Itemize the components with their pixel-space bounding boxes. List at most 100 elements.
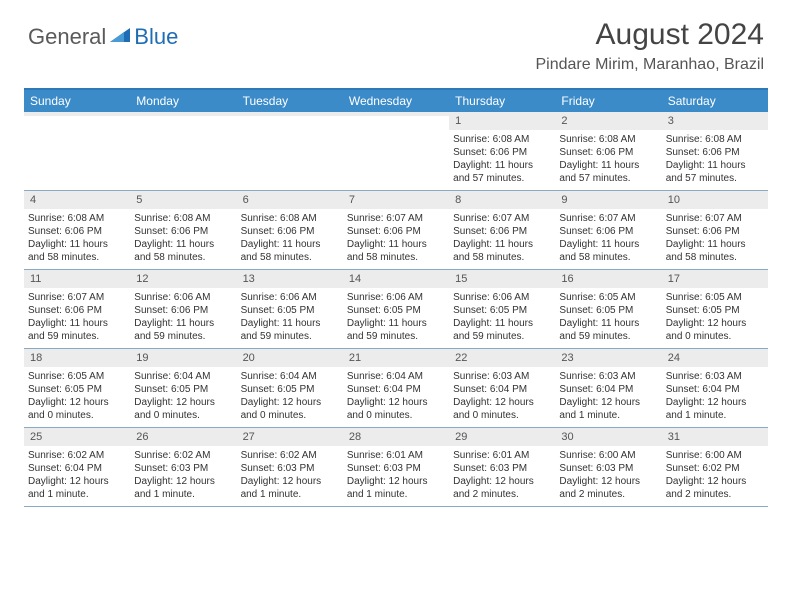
day-cell [24, 112, 130, 190]
sunset-line: Sunset: 6:04 PM [28, 462, 126, 475]
day-number [130, 112, 236, 116]
day-cell: 16Sunrise: 6:05 AMSunset: 6:05 PMDayligh… [555, 270, 661, 348]
sunset-line: Sunset: 6:04 PM [666, 383, 764, 396]
day-number: 5 [130, 191, 236, 209]
daylight-line: and 59 minutes. [347, 330, 445, 343]
daylight-line: and 57 minutes. [559, 172, 657, 185]
day-cell: 31Sunrise: 6:00 AMSunset: 6:02 PMDayligh… [662, 428, 768, 506]
day-cell: 3Sunrise: 6:08 AMSunset: 6:06 PMDaylight… [662, 112, 768, 190]
day-number: 31 [662, 428, 768, 446]
day-number [237, 112, 343, 116]
daylight-line: Daylight: 12 hours [28, 475, 126, 488]
sunset-line: Sunset: 6:06 PM [347, 225, 445, 238]
daylight-line: Daylight: 11 hours [666, 238, 764, 251]
daylight-line: Daylight: 12 hours [347, 396, 445, 409]
sunrise-line: Sunrise: 6:03 AM [666, 370, 764, 383]
day-number: 9 [555, 191, 661, 209]
daylight-line: Daylight: 11 hours [453, 159, 551, 172]
sunrise-line: Sunrise: 6:04 AM [134, 370, 232, 383]
day-cell: 19 Sunrise: 6:04 AMSunset: 6:05 PMDayligh… [130, 349, 236, 427]
day-number: 1 [449, 112, 555, 130]
day-number: 8 [449, 191, 555, 209]
daylight-line: Daylight: 11 hours [134, 317, 232, 330]
daylight-line: Daylight: 11 hours [666, 159, 764, 172]
day-cell: 18Sunrise: 6:05 AMSunset: 6:05 PMDayligh… [24, 349, 130, 427]
day-cell: 1Sunrise: 6:08 AMSunset: 6:06 PMDaylight… [449, 112, 555, 190]
dow-monday: Monday [130, 90, 236, 112]
day-number: 11 [24, 270, 130, 288]
location: Pindare Mirim, Maranhao, Brazil [535, 56, 764, 74]
daylight-line: and 58 minutes. [347, 251, 445, 264]
sunrise-line: Sunrise: 6:08 AM [666, 133, 764, 146]
daylight-line: and 1 minute. [666, 409, 764, 422]
sunset-line: Sunset: 6:03 PM [347, 462, 445, 475]
daylight-line: and 0 minutes. [28, 409, 126, 422]
daylight-line: Daylight: 11 hours [28, 317, 126, 330]
sunset-line: Sunset: 6:04 PM [453, 383, 551, 396]
sunrise-line: Sunrise: 6:08 AM [134, 212, 232, 225]
day-cell: 14Sunrise: 6:06 AMSunset: 6:05 PMDayligh… [343, 270, 449, 348]
logo: General Blue [28, 18, 178, 50]
sunrise-line: Sunrise: 6:08 AM [241, 212, 339, 225]
sunrise-line: Sunrise: 6:05 AM [559, 291, 657, 304]
day-number: 28 [343, 428, 449, 446]
day-cell: 6Sunrise: 6:08 AMSunset: 6:06 PMDaylight… [237, 191, 343, 269]
daylight-line: and 58 minutes. [28, 251, 126, 264]
day-number: 17 [662, 270, 768, 288]
day-cell [343, 112, 449, 190]
sunrise-line: Sunrise: 6:05 AM [28, 370, 126, 383]
sunrise-line: Sunrise: 6:02 AM [28, 449, 126, 462]
day-number: 4 [24, 191, 130, 209]
daylight-line: Daylight: 12 hours [134, 396, 232, 409]
sunset-line: Sunset: 6:06 PM [241, 225, 339, 238]
daylight-line: Daylight: 11 hours [241, 238, 339, 251]
week-row: 1Sunrise: 6:08 AMSunset: 6:06 PMDaylight… [24, 112, 768, 191]
daylight-line: and 59 minutes. [559, 330, 657, 343]
sunset-line: Sunset: 6:05 PM [347, 304, 445, 317]
sunrise-line: Sunrise: 6:06 AM [453, 291, 551, 304]
daylight-line: and 0 minutes. [241, 409, 339, 422]
day-cell: 11Sunrise: 6:07 AMSunset: 6:06 PMDayligh… [24, 270, 130, 348]
title-block: August 2024 Pindare Mirim, Maranhao, Bra… [535, 18, 764, 74]
sunrise-line: Sunrise: 6:02 AM [134, 449, 232, 462]
logo-text-general: General [28, 24, 106, 50]
sunrise-line: Sunrise: 6:07 AM [28, 291, 126, 304]
daylight-line: and 0 minutes. [134, 409, 232, 422]
daylight-line: and 58 minutes. [453, 251, 551, 264]
day-cell: 8Sunrise: 6:07 AMSunset: 6:06 PMDaylight… [449, 191, 555, 269]
daylight-line: Daylight: 12 hours [28, 396, 126, 409]
sunset-line: Sunset: 6:04 PM [559, 383, 657, 396]
dow-friday: Friday [555, 90, 661, 112]
sunrise-line: Sunrise: 6:00 AM [666, 449, 764, 462]
daylight-line: Daylight: 11 hours [134, 238, 232, 251]
week-row: 4Sunrise: 6:08 AMSunset: 6:06 PMDaylight… [24, 191, 768, 270]
day-number: 24 [662, 349, 768, 367]
sunset-line: Sunset: 6:05 PM [559, 304, 657, 317]
day-cell: 21Sunrise: 6:04 AMSunset: 6:04 PMDayligh… [343, 349, 449, 427]
sunset-line: Sunset: 6:06 PM [28, 225, 126, 238]
daylight-line: Daylight: 11 hours [559, 238, 657, 251]
daylight-line: and 1 minute. [241, 488, 339, 501]
dow-tuesday: Tuesday [237, 90, 343, 112]
day-cell: 4Sunrise: 6:08 AMSunset: 6:06 PMDaylight… [24, 191, 130, 269]
calendar: Sunday Monday Tuesday Wednesday Thursday… [24, 88, 768, 507]
day-cell: 10Sunrise: 6:07 AMSunset: 6:06 PMDayligh… [662, 191, 768, 269]
daylight-line: Daylight: 11 hours [453, 238, 551, 251]
daylight-line: and 2 minutes. [559, 488, 657, 501]
daylight-line: Daylight: 12 hours [559, 396, 657, 409]
day-number: 2 [555, 112, 661, 130]
sunset-line: Sunset: 6:05 PM [134, 383, 232, 396]
day-cell: 29Sunrise: 6:01 AMSunset: 6:03 PMDayligh… [449, 428, 555, 506]
day-cell: 9Sunrise: 6:07 AMSunset: 6:06 PMDaylight… [555, 191, 661, 269]
sunrise-line: Sunrise: 6:05 AM [666, 291, 764, 304]
day-number: 21 [343, 349, 449, 367]
daylight-line: and 58 minutes. [241, 251, 339, 264]
daylight-line: and 58 minutes. [134, 251, 232, 264]
sunrise-line: Sunrise: 6:00 AM [559, 449, 657, 462]
daylight-line: and 59 minutes. [241, 330, 339, 343]
sunset-line: Sunset: 6:03 PM [453, 462, 551, 475]
week-row: 11Sunrise: 6:07 AMSunset: 6:06 PMDayligh… [24, 270, 768, 349]
day-number: 19 [130, 349, 236, 367]
triangle-icon [110, 26, 132, 49]
day-number: 12 [130, 270, 236, 288]
